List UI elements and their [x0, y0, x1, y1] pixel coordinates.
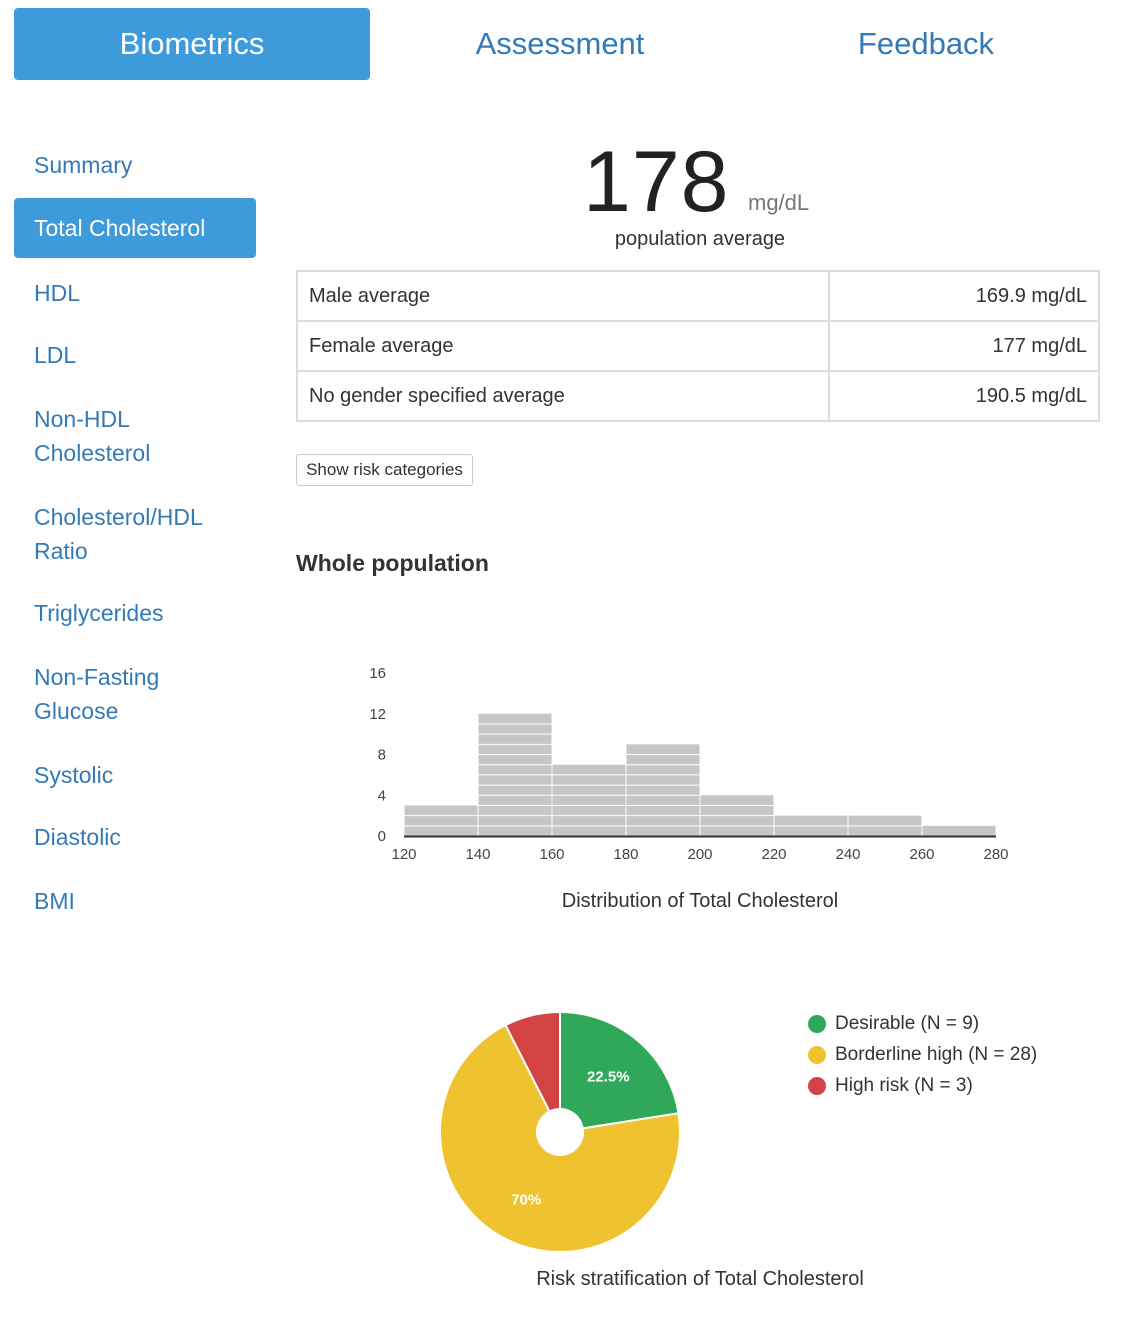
average-value-cell: 169.9 mg/dL [828, 270, 1100, 322]
top-nav: Biometrics Assessment Feedback [0, 0, 1122, 90]
sidebar-item-ldl[interactable]: LDL [34, 342, 77, 368]
histogram-x-tick-label: 200 [687, 846, 712, 863]
pie-legend: Desirable (N = 9) Borderline high (N = 28… [808, 1008, 1037, 1101]
sidebar-item-non-fasting-glucose[interactable]: Non-Fasting Glucose [34, 664, 160, 724]
histogram-y-tick-label: 12 [369, 706, 386, 723]
histogram-bar [626, 744, 700, 836]
sidebar-item-summary[interactable]: Summary [34, 152, 133, 178]
histogram-x-tick-label: 160 [539, 846, 564, 863]
histogram-bar [774, 815, 848, 836]
legend-dot-icon [808, 1014, 826, 1033]
histogram-x-tick-label: 220 [761, 846, 786, 863]
histogram-x-tick-label: 180 [613, 846, 638, 863]
pie-slice [559, 1010, 680, 1134]
section-title: Whole population [296, 550, 489, 576]
histogram-y-tick-label: 4 [378, 787, 386, 804]
legend-dot-icon [808, 1076, 826, 1095]
pie-title: Risk stratification of Total Cholesterol [536, 1268, 864, 1290]
histogram-y-tick-label: 8 [378, 747, 386, 764]
legend-label: Desirable (N = 9) [835, 1012, 980, 1034]
legend-label: Borderline high (N = 28) [835, 1043, 1038, 1065]
average-label: No gender specified average [296, 370, 830, 422]
histogram-x-tick-label: 280 [983, 846, 1008, 863]
histogram-x-tick-label: 120 [391, 846, 416, 863]
histogram-y-tick-label: 16 [369, 665, 386, 682]
legend-item: High risk (N = 3) [808, 1070, 1037, 1101]
pie-slice-label: 70% [511, 1191, 541, 1208]
legend-dot-icon [808, 1045, 826, 1064]
average-label: Female average [296, 320, 830, 372]
pie-slice-label: 22.5% [587, 1068, 630, 1085]
tab-assessment[interactable]: Assessment [475, 26, 645, 61]
average-value-cell: 177 mg/dL [828, 320, 1100, 372]
histogram-bar [700, 795, 774, 836]
pie-hole [536, 1108, 584, 1156]
tab-feedback[interactable]: Feedback [857, 26, 995, 61]
pie-chart: 22.5% 70% [439, 1010, 681, 1253]
sidebar-item-hdl[interactable]: HDL [34, 280, 81, 306]
average-caption: population average [614, 228, 786, 250]
histogram-x-tick-label: 260 [909, 846, 934, 863]
histogram-x-tick-label: 140 [465, 846, 490, 863]
sidebar-item-non-hdl-cholesterol[interactable]: Non-HDL Cholesterol [34, 406, 151, 466]
pie-slice [504, 1010, 561, 1133]
histogram-x-tick-label: 240 [835, 846, 860, 863]
tab-biometrics[interactable]: Biometrics [14, 8, 370, 80]
histogram-bar [922, 825, 996, 836]
legend-item: Desirable (N = 9) [808, 1008, 1037, 1039]
sidebar-item-total-cholesterol[interactable]: Total Cholesterol [14, 198, 256, 258]
table-row: No gender specified average 190.5 mg/dL [296, 370, 1100, 422]
histogram-title: Distribution of Total Cholesterol [561, 890, 839, 912]
table-row: Female average 177 mg/dL [296, 320, 1100, 372]
sidebar-item-bmi[interactable]: BMI [34, 888, 75, 914]
averages-table: Male average 169.9 mg/dL Female average … [296, 270, 1100, 422]
average-unit: mg/dL [748, 190, 810, 215]
sidebar-item-triglycerides[interactable]: Triglycerides [34, 600, 164, 626]
histogram-bar [478, 713, 552, 836]
average-value-cell: 190.5 mg/dL [828, 370, 1100, 422]
histogram-bar [404, 805, 478, 836]
sidebar-item-systolic[interactable]: Systolic [34, 762, 114, 788]
sidebar-item-diastolic[interactable]: Diastolic [34, 824, 121, 850]
sidebar-item-cholesterol-hdl-ratio[interactable]: Cholesterol/HDL Ratio [34, 504, 202, 564]
histogram-bar [552, 764, 626, 836]
table-row: Male average 169.9 mg/dL [296, 270, 1100, 322]
histogram-y-tick-label: 0 [378, 828, 386, 845]
average-value: 178 [583, 134, 730, 230]
average-label: Male average [296, 270, 830, 322]
show-risk-categories-button[interactable]: Show risk categories [296, 454, 473, 486]
histogram-bar [848, 815, 922, 836]
histogram-chart: 120 140 160 180 200 220 240 260 280 0 4 8 12 16 [369, 665, 1008, 863]
legend-label: High risk (N = 3) [835, 1074, 973, 1096]
legend-item: Borderline high (N = 28) [808, 1039, 1037, 1070]
